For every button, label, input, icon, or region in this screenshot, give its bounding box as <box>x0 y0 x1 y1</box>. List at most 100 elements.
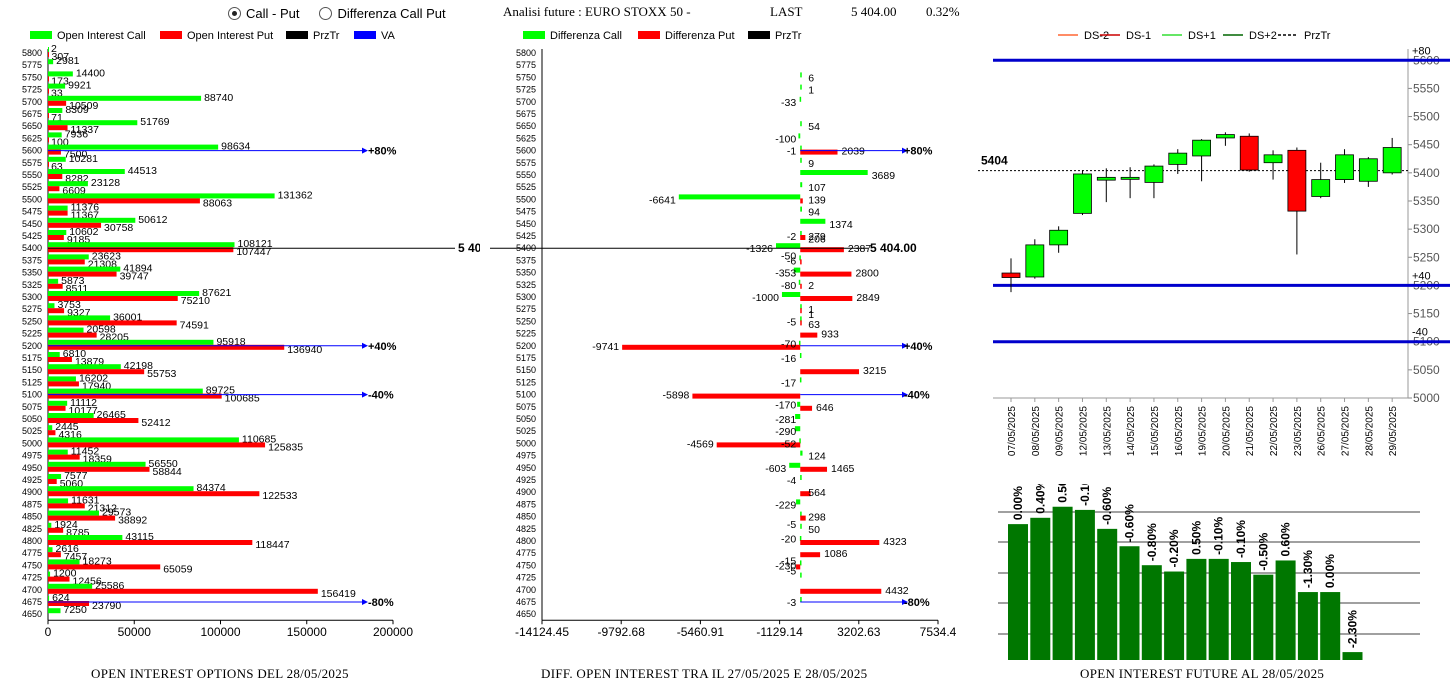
diff-call-bar <box>800 121 802 127</box>
strike-label: 4900 <box>22 487 42 497</box>
diff-value-label: 2387 <box>848 243 872 255</box>
put-bar <box>48 271 117 277</box>
candle-body <box>1263 154 1283 164</box>
date-label: 19/05/2025 <box>1198 406 1209 456</box>
call-bar <box>48 364 121 370</box>
candle-body <box>1144 165 1164 183</box>
put-value-label: 74591 <box>180 319 209 331</box>
diff-value-label: -5 <box>787 316 796 328</box>
oi-value-label: -0.50% <box>1256 532 1270 570</box>
strike-label: 5500 <box>516 194 536 204</box>
put-bar <box>48 100 67 106</box>
diff-value-label: 9 <box>808 158 814 170</box>
call-value-label: 88740 <box>204 92 233 104</box>
call-bar <box>48 193 275 199</box>
mode-option-diff[interactable]: Differenza Call Put <box>319 6 446 21</box>
future-candlestick-chart: DS-2 DS-1 DS+1 DS+2 PrzTr5000505051005150520… <box>978 30 1450 456</box>
strike-label: 4800 <box>516 536 536 546</box>
strike-label: 5625 <box>22 133 42 143</box>
diff-put-bar <box>800 515 806 521</box>
oi-bar <box>1186 558 1207 660</box>
strike-label: 4675 <box>516 597 536 607</box>
diff-value-label: -3 <box>787 597 796 609</box>
strike-label: 5075 <box>516 402 536 412</box>
diff-put-bar <box>800 235 806 240</box>
diff-value-label: -50 <box>781 251 796 263</box>
diff-call-bar <box>800 511 802 517</box>
diff-value-label: 3689 <box>872 170 896 182</box>
put-bar <box>48 393 222 399</box>
put-bar <box>48 332 97 338</box>
strike-label: 5125 <box>22 377 42 387</box>
strike-label: 5750 <box>516 72 536 82</box>
prztr-label: 5404 <box>981 154 1008 168</box>
va-label: -40% <box>904 390 930 402</box>
mode-option-call-put[interactable]: Call - Put <box>228 6 299 21</box>
diff-call-bar <box>800 231 802 236</box>
diff-value-label: -603 <box>765 463 786 475</box>
call-value-label: 9921 <box>68 80 92 92</box>
put-bar <box>48 430 56 436</box>
put-value-label: 63 <box>51 161 63 173</box>
diff-put-bar <box>800 259 802 265</box>
call-value-label: 131362 <box>278 189 313 201</box>
diff-put-bar <box>800 271 852 277</box>
strike-label: 5775 <box>516 60 536 70</box>
call-value-label: 29573 <box>102 507 131 519</box>
put-bar <box>48 174 63 179</box>
diff-value-label: -290 <box>775 426 796 438</box>
put-value-label: 88063 <box>203 197 232 209</box>
strike-label: 5000 <box>516 438 536 448</box>
put-value-label: 136940 <box>287 344 322 356</box>
legend-swatch <box>638 31 660 39</box>
call-bar <box>48 498 69 504</box>
call-value-label: 51769 <box>140 116 169 128</box>
call-bar <box>48 413 94 418</box>
call-bar <box>48 510 100 516</box>
put-value-label: 39747 <box>120 271 149 283</box>
candle-body <box>1382 147 1402 174</box>
strike-label: 5800 <box>22 48 42 58</box>
diff-value-label: 94 <box>808 207 820 219</box>
radio-unselected-icon <box>319 7 333 20</box>
y-tick-label: 5150 <box>1413 307 1440 321</box>
strike-label: 5225 <box>516 329 536 339</box>
strike-label: 4650 <box>516 609 536 619</box>
oi-bar <box>1231 562 1251 660</box>
diff-call-bar <box>799 536 802 541</box>
call-bar <box>48 547 53 553</box>
va-label: +40% <box>904 341 933 353</box>
va-label: -80% <box>368 597 394 609</box>
put-bar <box>48 222 102 228</box>
diff-call-bar <box>800 218 826 224</box>
put-bar <box>48 344 285 350</box>
y-tick-label: 5300 <box>1413 222 1440 236</box>
diff-value-label: -9741 <box>592 341 619 353</box>
diff-value-label: -353 <box>775 268 796 280</box>
candle-body <box>1287 149 1307 212</box>
strike-label: 4875 <box>22 499 42 509</box>
put-bar <box>48 52 49 57</box>
oi-value-label: -0.20% <box>1167 529 1181 567</box>
date-label: 23/05/2025 <box>1293 406 1304 456</box>
strike-label: 5350 <box>516 268 536 278</box>
diff-value-label: 50 <box>808 524 820 536</box>
diff-call-bar <box>798 340 801 346</box>
call-value-label: 11376 <box>71 202 100 214</box>
diff-call-bar <box>799 255 801 261</box>
caption-left: OPEN INTEREST OPTIONS DEL 28/05/2025 <box>91 666 349 681</box>
diff-value-label: -170 <box>775 399 796 411</box>
va-arrow-icon <box>902 391 908 398</box>
diff-value-label: -4 <box>787 475 796 487</box>
oi-bar <box>1008 524 1028 660</box>
diff-call-bar <box>799 438 801 444</box>
call-bar <box>48 449 68 455</box>
diff-value-label: -70 <box>781 338 796 350</box>
diff-value-label: -229 <box>775 499 796 511</box>
strike-label: 5375 <box>516 255 536 265</box>
strike-label: 4975 <box>516 451 536 461</box>
put-value-label: 7500 <box>64 149 88 161</box>
strike-label: 4800 <box>22 536 42 546</box>
oi-value-label: 0.00% <box>1011 486 1025 520</box>
call-bar <box>48 303 55 309</box>
